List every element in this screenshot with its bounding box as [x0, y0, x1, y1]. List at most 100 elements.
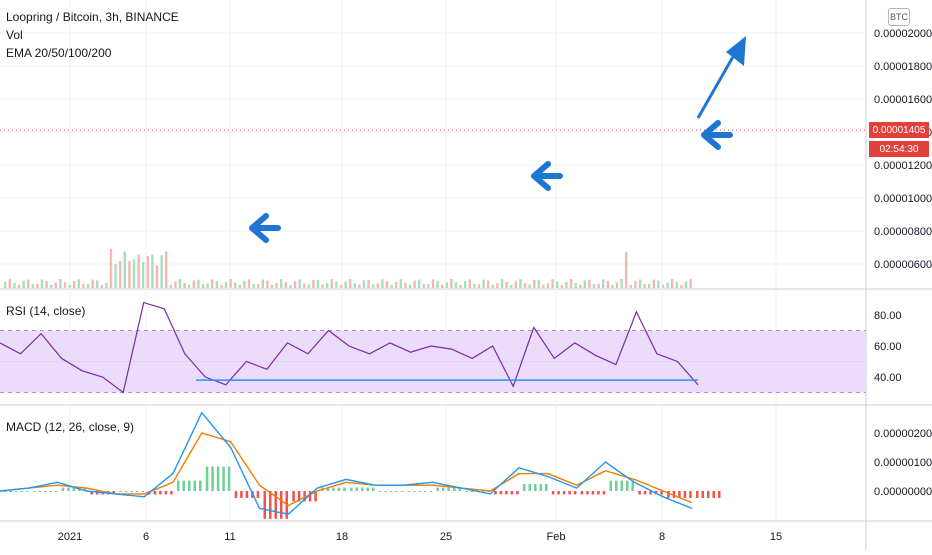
volume-bar	[431, 279, 435, 288]
volume-bar	[330, 279, 333, 288]
macd-tick-label: 0.00000100	[874, 457, 932, 469]
rsi-legend[interactable]: RSI (14, close)	[6, 304, 86, 318]
volume-bar	[54, 282, 57, 288]
x-tick-label: 25	[440, 531, 452, 543]
volume-bar	[298, 279, 301, 288]
volume-bar	[293, 281, 297, 288]
rsi-tick-label: 60.00	[874, 341, 902, 353]
volume-bar	[487, 280, 490, 288]
macd-hist-bar	[135, 491, 139, 492]
volume-bar	[155, 265, 159, 288]
volume-bar	[40, 279, 44, 288]
macd-hist-bar	[211, 466, 214, 491]
macd-hist-bar	[557, 491, 560, 495]
volume-bar	[542, 284, 545, 288]
volume-bar	[321, 284, 324, 288]
volume-bar	[615, 282, 619, 288]
volume-bar	[602, 279, 605, 288]
volume-bar	[27, 279, 30, 288]
macd-hist-bar	[620, 480, 623, 491]
volume-bar	[73, 280, 76, 288]
price-tick-label: 0.00000800	[874, 226, 932, 238]
macd-hist-bar	[141, 491, 144, 492]
x-tick-label: 18	[336, 531, 348, 543]
volume-bar	[257, 284, 260, 288]
volume-bar	[408, 284, 412, 288]
volume-bar	[620, 279, 623, 288]
macd-legend[interactable]: MACD (12, 26, close, 9)	[6, 420, 135, 434]
volume-bar	[454, 282, 458, 288]
volume-bar	[556, 281, 559, 288]
price-tick-label: 0.00001800	[874, 61, 932, 73]
vol-legend[interactable]: Vol	[6, 28, 23, 42]
volume-bar	[82, 283, 85, 288]
macd-hist-bar	[292, 491, 295, 502]
volume-bar	[427, 283, 430, 288]
volume-bar	[519, 279, 522, 288]
volume-bar	[247, 279, 251, 288]
volume-bar	[201, 284, 205, 288]
volume-bar	[441, 284, 444, 288]
macd-hist-bar	[400, 491, 404, 492]
macd-hist-bar	[660, 491, 663, 495]
macd-line	[0, 411, 693, 515]
volume-bar	[528, 284, 531, 288]
macd-hist-bar	[615, 480, 618, 491]
macd-hist-bar	[366, 487, 369, 491]
volume-bar	[648, 284, 651, 288]
macd-hist-bar	[32, 491, 36, 492]
volume-bar	[666, 282, 669, 288]
macd-hist-bar	[177, 480, 180, 491]
macd-hist-bar	[672, 491, 676, 498]
volume-bar	[211, 279, 214, 288]
arrow-left-1	[249, 213, 281, 243]
macd-hist-bar	[643, 491, 647, 495]
macd-hist-bar	[308, 491, 312, 502]
macd-hist-bar	[418, 491, 422, 492]
currency-button[interactable]: BTC	[888, 8, 910, 26]
volume-bar	[376, 283, 379, 288]
macd-hist-bar	[124, 491, 128, 492]
volume-bar	[109, 249, 113, 288]
volume-bar	[349, 279, 352, 288]
volume-bar	[96, 280, 99, 288]
volume-bar	[661, 284, 665, 288]
volume-bar	[63, 282, 67, 288]
macd-hist-bar	[470, 491, 474, 492]
rsi-tick-label: 40.00	[874, 372, 902, 384]
macd-hist-bar	[90, 491, 93, 495]
ema-legend[interactable]: EMA 20/50/100/200	[6, 46, 112, 60]
macd-hist-bar	[112, 491, 115, 495]
symbol-legend[interactable]: Loopring / Bitcoin, 3h, BINANCE	[6, 10, 179, 24]
volume-bar	[510, 284, 513, 288]
macd-hist-bar	[494, 491, 497, 495]
volume-bar	[224, 282, 228, 288]
macd-hist-bar	[326, 487, 330, 491]
volume-bar	[362, 280, 366, 288]
volume-bar	[91, 279, 94, 288]
volume-bar	[132, 259, 136, 288]
volume-bar	[266, 280, 269, 288]
volume-bar	[496, 282, 499, 288]
macd-hist-bar	[234, 491, 238, 498]
volume-bar	[358, 284, 361, 288]
macd-hist-bar	[72, 487, 76, 491]
volume-bar	[638, 279, 642, 288]
macd-hist-bar	[9, 491, 12, 492]
volume-bar	[206, 283, 209, 288]
macd-hist-bar	[481, 491, 485, 492]
macd-hist-bar	[256, 491, 260, 498]
volume-bar	[68, 284, 71, 288]
macd-hist-bar	[701, 491, 704, 498]
volume-bar	[234, 282, 237, 288]
macd-hist-bar	[314, 491, 317, 502]
macd-hist-bar	[332, 487, 335, 491]
volume-bar	[312, 279, 315, 288]
macd-hist-bar	[361, 487, 364, 491]
macd-hist-bar	[528, 484, 531, 491]
volume-bar	[270, 284, 274, 288]
volume-bar	[197, 279, 200, 288]
macd-hist-bar	[303, 491, 306, 502]
